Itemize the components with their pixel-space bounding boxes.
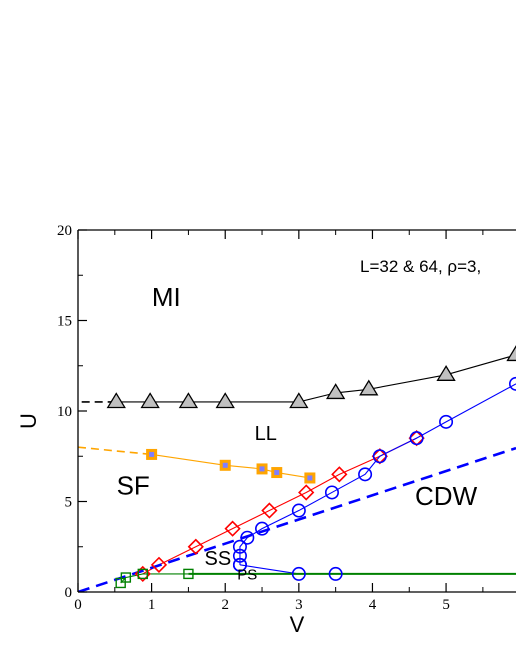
data-point-5-8 — [372, 449, 387, 464]
series-line-0 — [116, 354, 516, 403]
data-point-4-4 — [261, 502, 278, 519]
data-point-0-5 — [325, 383, 346, 400]
region-label-mi: MI — [152, 282, 181, 312]
series-lines-layer — [78, 354, 516, 592]
region-label-cdw: CDW — [415, 481, 478, 511]
data-point-0-8 — [506, 345, 516, 362]
data-point-8-3 — [183, 568, 194, 580]
y-tick-label-20: 20 — [57, 223, 72, 239]
data-point-4-7 — [371, 448, 388, 465]
data-point-6-0 — [232, 557, 247, 572]
data-point-4-1 — [150, 556, 168, 573]
series-line-4 — [142, 437, 417, 575]
data-point-5-5 — [291, 503, 306, 518]
y-tick-label-10: 10 — [57, 404, 72, 420]
data-point-5-9 — [409, 431, 424, 446]
data-point-5-2 — [232, 539, 247, 554]
x-tick-label-5: 5 — [442, 597, 450, 613]
series-line-3 — [78, 446, 152, 456]
y-tick-label-15: 15 — [57, 314, 72, 330]
data-point-8-1 — [120, 572, 132, 583]
data-point-5-11 — [509, 376, 516, 391]
region-label-ps: PS — [237, 566, 257, 583]
axes-layer — [77, 229, 516, 593]
data-point-2-1 — [219, 459, 231, 471]
data-point-0-0 — [106, 392, 126, 409]
series-line-7 — [78, 446, 516, 592]
labels-layer: V U L=32 & 64, ρ=3, 0 1 2 3 4 5 0 5 10 15 20 MI LL SF… — [16, 223, 481, 637]
region-label-sf: SF — [117, 470, 150, 500]
data-point-5-6 — [324, 485, 339, 500]
data-point-5-3 — [240, 530, 255, 545]
data-point-0-7 — [436, 365, 456, 381]
x-tick-label-4: 4 — [369, 597, 377, 613]
data-point-0-3 — [215, 392, 235, 409]
data-point-4-2 — [187, 538, 204, 555]
data-point-0-4 — [289, 392, 309, 409]
x-tick-label-2: 2 — [221, 597, 229, 613]
data-point-2-3 — [271, 467, 283, 479]
y-axis-title: U — [16, 413, 41, 429]
data-point-0-1 — [140, 392, 160, 409]
x-axis-title: V — [290, 612, 305, 637]
data-point-5-1 — [232, 548, 247, 563]
data-point-6-2 — [328, 566, 343, 581]
data-point-8-2 — [137, 568, 148, 580]
region-label-ll: LL — [255, 423, 277, 445]
region-label-ss: SS — [205, 548, 232, 570]
series-markers-layer — [106, 345, 516, 589]
data-point-4-8 — [408, 430, 425, 447]
data-point-2-4 — [304, 472, 316, 484]
data-point-5-7 — [358, 467, 373, 482]
data-point-5-10 — [439, 414, 454, 429]
data-point-4-3 — [224, 520, 241, 537]
data-point-5-4 — [255, 521, 270, 536]
data-point-0-6 — [359, 379, 379, 396]
data-point-4-5 — [298, 484, 315, 501]
parameter-annotation: L=32 & 64, ρ=3, — [360, 257, 481, 276]
x-tick-label-0: 0 — [74, 597, 82, 613]
series-line-2 — [151, 453, 310, 479]
y-tick-label-5: 5 — [65, 495, 73, 511]
x-tick-label-3: 3 — [295, 597, 303, 613]
data-point-2-0 — [146, 448, 158, 460]
x-tick-label-1: 1 — [148, 597, 156, 613]
data-point-2-2 — [256, 463, 268, 475]
series-line-8 — [120, 573, 189, 584]
data-point-0-2 — [178, 392, 199, 409]
y-tick-label-0: 0 — [65, 585, 73, 601]
data-point-6-1 — [291, 566, 306, 581]
data-point-4-6 — [331, 466, 348, 483]
